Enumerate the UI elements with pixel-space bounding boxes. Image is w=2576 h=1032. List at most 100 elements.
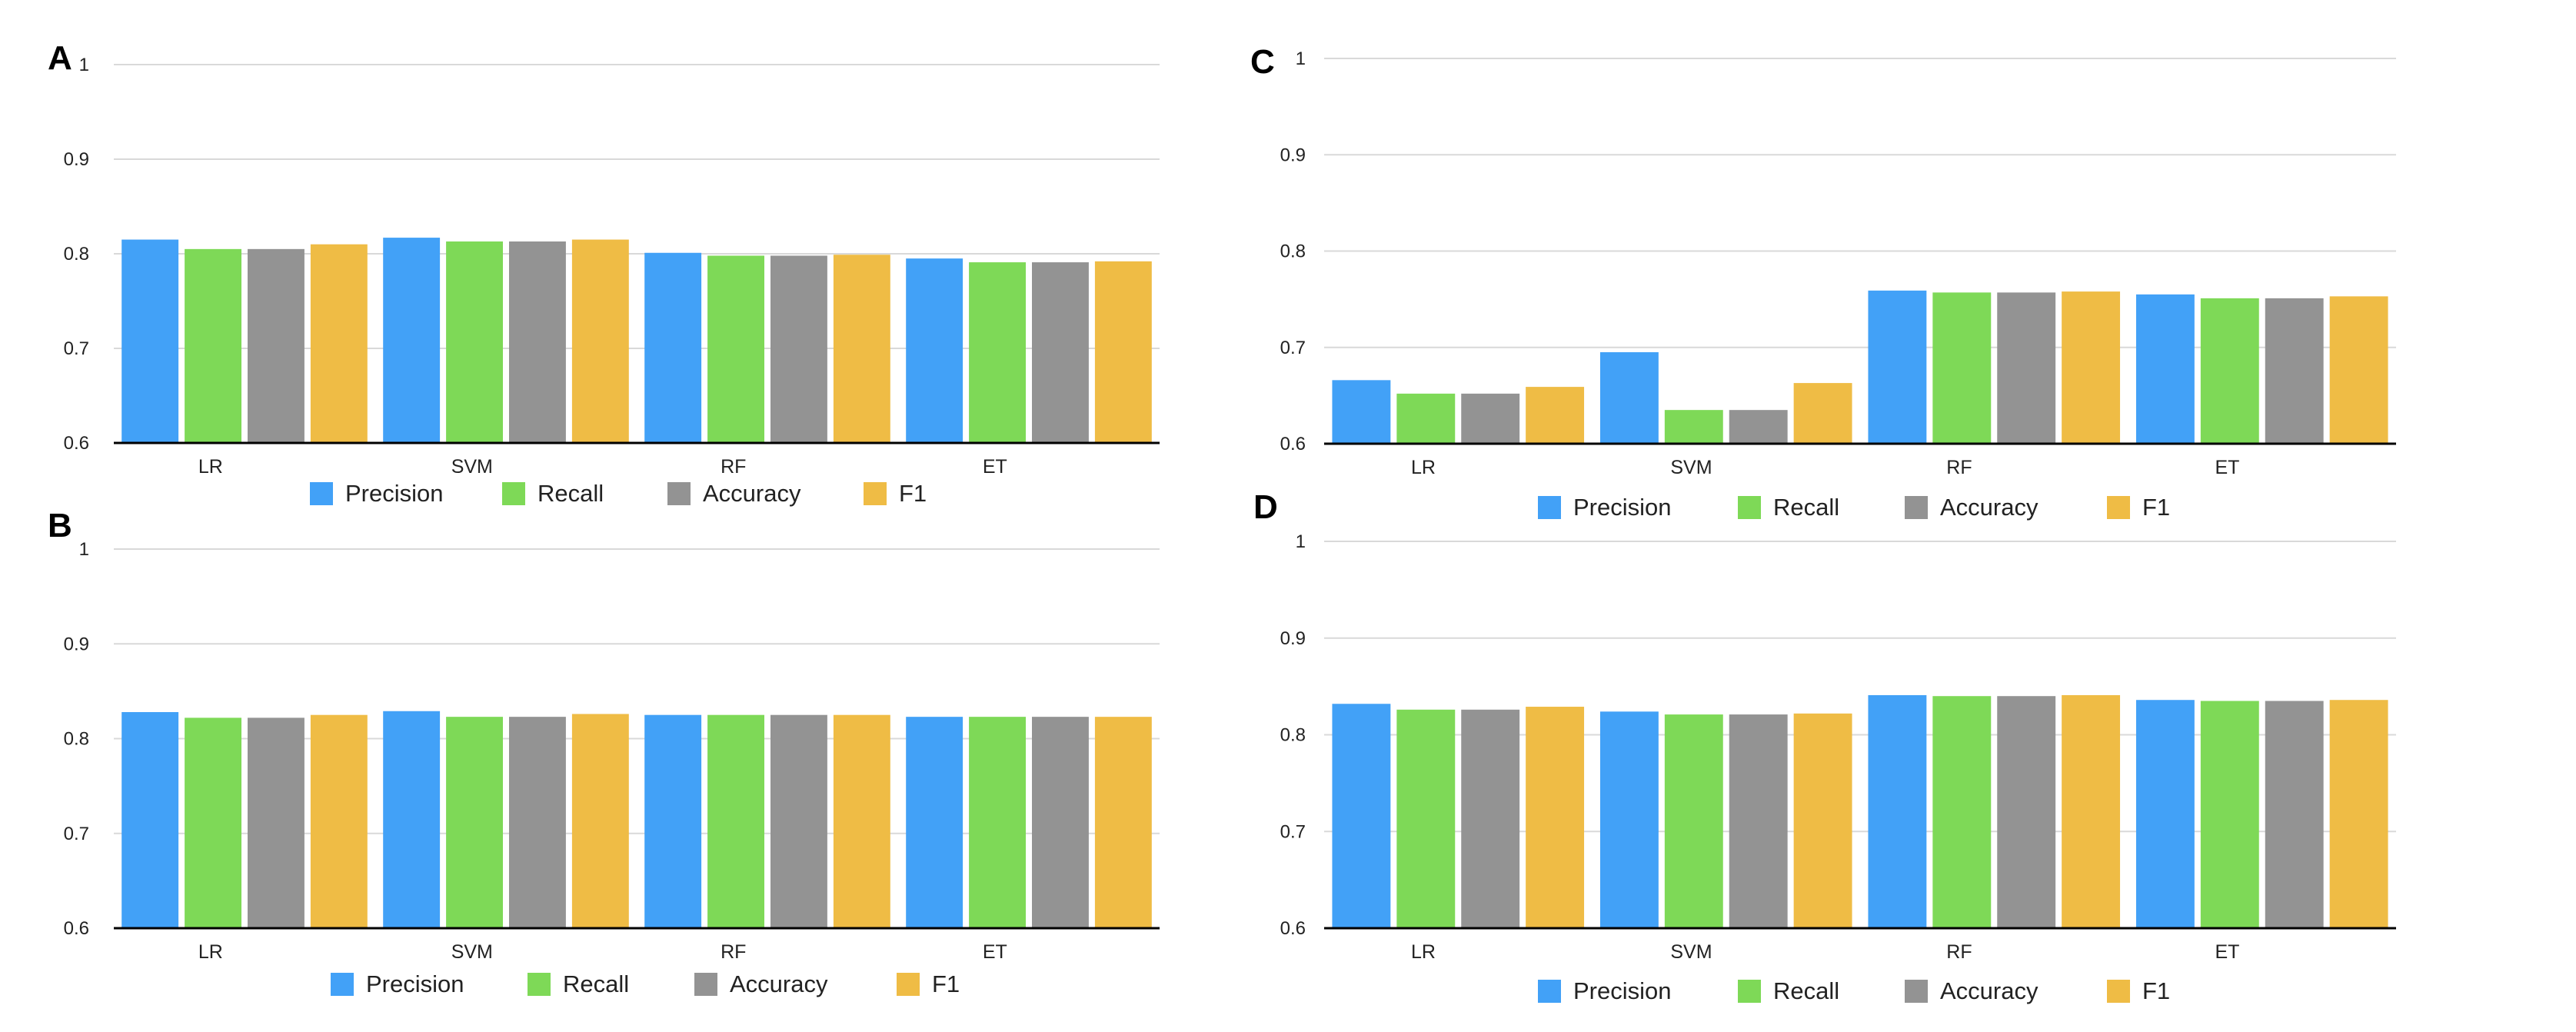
bar-accuracy-rf [770, 714, 827, 928]
legend: Precision Recall Accuracy F1 [310, 480, 927, 507]
legend: Precision Recall Accuracy F1 [331, 970, 960, 997]
bar-accuracy-rf [770, 255, 827, 443]
y-tick-label: 0.8 [1280, 241, 1306, 262]
legend-swatch-f1 [2107, 496, 2130, 519]
bar-accuracy-svm [509, 717, 566, 928]
legend-label-accuracy: Accuracy [703, 480, 801, 507]
bar-accuracy-et [2265, 298, 2324, 444]
bar-recall-et [969, 717, 1026, 928]
bar-accuracy-et [2265, 701, 2324, 928]
bar-f1-rf [833, 714, 890, 928]
bar-accuracy-lr [248, 717, 305, 928]
bar-recall-lr [1396, 709, 1456, 928]
bar-accuracy-svm [1729, 410, 1788, 444]
bar-recall-rf [707, 714, 764, 928]
legend-label-recall: Recall [563, 970, 629, 997]
bar-f1-lr [1526, 707, 1585, 928]
y-tick-label: 0.8 [64, 244, 89, 265]
bar-recall-rf [707, 255, 764, 443]
bar-accuracy-lr [248, 248, 305, 443]
bar-f1-svm [571, 239, 629, 443]
bar-accuracy-lr [1461, 709, 1520, 928]
bar-recall-et [969, 262, 1026, 443]
y-tick-label: 0.6 [64, 918, 89, 939]
panel-label: D [1253, 488, 1278, 526]
bar-precision-rf [644, 252, 702, 443]
x-tick-label: ET [983, 941, 1007, 963]
legend-label-accuracy: Accuracy [1940, 977, 2039, 1004]
x-tick-label: LR [1411, 457, 1436, 478]
x-tick-label: ET [2215, 941, 2239, 963]
legend-label-precision: Precision [345, 480, 444, 507]
bar-precision-svm [383, 238, 441, 443]
x-tick-label: LR [1411, 941, 1436, 963]
bar-recall-svm [1664, 410, 1723, 444]
panel-label: B [48, 507, 72, 544]
x-tick-label: RF [1946, 457, 1972, 478]
legend: Precision Recall Accuracy F1 [1538, 494, 2170, 521]
y-tick-label: 0.9 [1280, 628, 1306, 649]
bar-f1-et [1094, 261, 1152, 443]
legend-label-f1: F1 [2142, 494, 2170, 521]
x-tick-label: SVM [1670, 941, 1712, 963]
y-tick-label: 0.6 [64, 433, 89, 454]
bar-accuracy-rf [1997, 696, 2056, 928]
bar-precision-rf [1868, 290, 1927, 444]
chart-panel-d: D1 0.9 0.8 0.7 0.6 LR SVM RF ET Precision Recall Ac… [1253, 488, 2396, 1004]
y-tick-label: 1 [1296, 48, 1306, 69]
y-tick-label: 1 [1296, 531, 1306, 552]
bar-accuracy-et [1032, 262, 1089, 443]
legend-label-recall: Recall [1773, 494, 1839, 521]
y-tick-label: 0.9 [64, 149, 89, 170]
y-tick-label: 0.8 [64, 729, 89, 750]
bar-precision-lr [1332, 704, 1391, 928]
bar-precision-et [2135, 700, 2195, 928]
bar-f1-rf [2062, 694, 2121, 928]
x-tick-label: SVM [451, 456, 493, 478]
bar-precision-lr [121, 711, 179, 928]
bar-accuracy-et [1032, 717, 1089, 928]
bar-accuracy-svm [509, 241, 566, 443]
bar-f1-et [2329, 296, 2388, 444]
x-tick-label: ET [983, 456, 1007, 478]
bar-f1-svm [1793, 383, 1852, 444]
bar-precision-svm [1599, 711, 1659, 928]
legend-swatch-accuracy [667, 482, 691, 505]
legend-swatch-accuracy [1905, 980, 1928, 1003]
legend-label-f1: F1 [932, 970, 960, 997]
bar-precision-et [906, 258, 964, 443]
x-tick-label: LR [198, 941, 223, 963]
legend-swatch-recall [1738, 496, 1761, 519]
y-tick-label: 0.8 [1280, 725, 1306, 746]
bar-f1-lr [310, 714, 368, 928]
legend-label-f1: F1 [2142, 977, 2170, 1004]
x-tick-label: SVM [451, 941, 493, 963]
panel-label: C [1250, 43, 1275, 81]
bar-precision-lr [1332, 380, 1391, 444]
bar-recall-svm [446, 717, 503, 928]
legend-label-accuracy: Accuracy [1940, 494, 2039, 521]
bar-f1-rf [833, 255, 890, 443]
bar-precision-rf [644, 714, 702, 928]
bar-precision-rf [1868, 694, 1927, 928]
bar-f1-lr [1526, 387, 1585, 444]
bar-f1-et [1094, 717, 1152, 928]
x-tick-label: RF [721, 456, 746, 478]
y-tick-label: 0.7 [64, 338, 89, 359]
legend-swatch-f1 [897, 973, 920, 996]
bar-accuracy-svm [1729, 714, 1788, 928]
bar-recall-svm [446, 241, 503, 443]
y-tick-label: 0.7 [64, 824, 89, 844]
chart-panel-b: B1 0.9 0.8 0.7 0.6 LR SVM RF ET Precision Recall Ac… [48, 507, 1160, 997]
bar-recall-svm [1664, 714, 1723, 928]
legend-swatch-precision [1538, 980, 1561, 1003]
y-tick-label: 1 [79, 539, 89, 560]
legend-swatch-f1 [2107, 980, 2130, 1003]
bar-precision-svm [383, 711, 441, 928]
bar-recall-lr [185, 717, 241, 928]
bar-precision-svm [1599, 352, 1659, 444]
y-tick-label: 1 [79, 55, 89, 75]
legend-swatch-recall [528, 973, 551, 996]
chart-panel-c: C 1 0.9 0.8 0.7 0.6 LR SVM RF ET Precision Recall Ac… [1250, 43, 2396, 521]
